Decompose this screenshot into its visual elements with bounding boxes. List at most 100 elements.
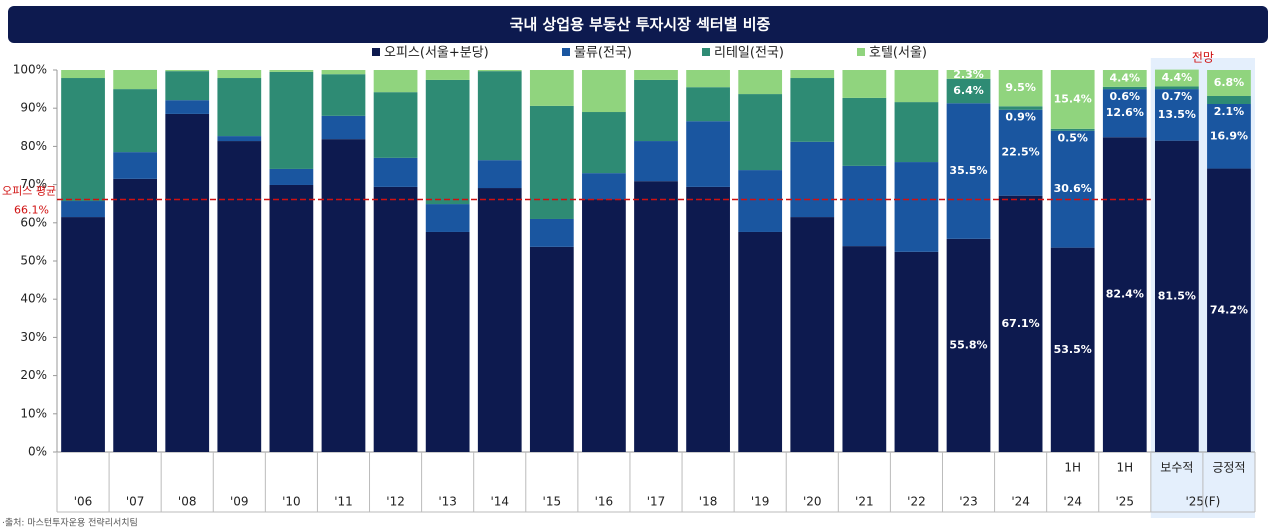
bar-segment <box>998 106 1043 110</box>
bar-segment <box>1050 130 1095 248</box>
bar-segment <box>1207 103 1251 169</box>
bar-segment <box>373 70 418 93</box>
bar-segment <box>165 100 210 114</box>
x-tick-label: '11 <box>334 495 353 509</box>
y-tick-label: 70% <box>20 177 47 191</box>
bar-segment <box>582 173 626 200</box>
bar-segment <box>894 251 939 452</box>
x-tick-label: '20 <box>803 495 822 509</box>
bar-segment <box>790 70 835 79</box>
bar-segment <box>373 92 418 158</box>
value-label: 6.8% <box>1214 76 1245 89</box>
x-tick-label: '22 <box>907 495 926 509</box>
x-tick-label: '15 <box>543 495 562 509</box>
y-tick-label: 100% <box>13 63 47 77</box>
x-tick-label: '12 <box>386 495 405 509</box>
y-tick-label: 20% <box>20 368 47 382</box>
x-period-label: 보수적 <box>1160 461 1193 475</box>
bar-segment <box>686 87 730 122</box>
x-tick-label: '23 <box>959 495 978 509</box>
x-tick-label: '13 <box>438 495 457 509</box>
bar-segment <box>842 70 887 98</box>
bar-segment <box>529 246 574 452</box>
bar-segment <box>477 70 522 72</box>
bar-segment <box>61 217 105 452</box>
bar-segment <box>842 165 887 247</box>
value-label: 6.4% <box>953 84 984 97</box>
y-tick-label: 80% <box>20 139 47 153</box>
bar-segment <box>425 79 470 205</box>
y-tick-label: 0% <box>28 445 47 459</box>
bar-segment <box>894 70 939 103</box>
value-label: 55.8% <box>949 338 987 351</box>
bar-segment <box>1102 70 1147 87</box>
title-banner <box>8 6 1268 43</box>
value-label: 0.7% <box>1162 90 1193 103</box>
x-tick-label: '17 <box>647 495 666 509</box>
x-tick-label: '21 <box>855 495 874 509</box>
bar-segment <box>477 71 522 161</box>
bar-segment <box>946 70 991 79</box>
value-label: 67.1% <box>1002 317 1040 330</box>
x-tick-label: '08 <box>178 495 197 509</box>
y-tick-label: 30% <box>20 330 47 344</box>
value-label: 22.5% <box>1002 146 1040 159</box>
bar-segment <box>894 162 939 252</box>
value-label: 30.6% <box>1054 182 1092 195</box>
legend-label: 리테일(전국) <box>714 46 784 61</box>
bar-segment <box>529 70 574 106</box>
x-period-label: 긍정적 <box>1212 461 1245 475</box>
bar-segment <box>425 231 470 452</box>
value-label: 9.5% <box>1005 81 1036 94</box>
x-tick-label: '09 <box>230 495 249 509</box>
bar-segment <box>1102 86 1147 90</box>
bar-segment <box>634 79 678 142</box>
bar-segment <box>998 109 1043 196</box>
bar-segment <box>61 201 105 218</box>
bar-segment <box>217 136 262 142</box>
legend-swatch <box>857 48 865 56</box>
bar-segment <box>1207 168 1251 452</box>
x-tick-label: '10 <box>282 495 301 509</box>
bar-segment <box>321 74 366 116</box>
y-tick-label: 50% <box>20 254 47 268</box>
bar-segment <box>842 246 887 452</box>
bar-segment <box>373 186 418 452</box>
bar-segment <box>321 139 366 452</box>
bar-segment <box>686 186 730 452</box>
bar-segment <box>946 78 991 104</box>
bar-segment <box>1154 140 1199 453</box>
bar-segment <box>842 97 887 166</box>
y-tick-label: 90% <box>20 101 47 115</box>
value-label: 4.4% <box>1110 71 1141 84</box>
legend-swatch <box>562 48 570 56</box>
bar-segment <box>738 170 783 232</box>
bar-segment <box>113 178 158 452</box>
legend-label: 물류(전국) <box>574 46 632 61</box>
value-label: 0.9% <box>1005 111 1036 124</box>
reference-label: 오피스 평균 <box>2 184 56 197</box>
x-tick-label: '24 <box>1063 495 1082 509</box>
bar-segment <box>217 70 262 79</box>
value-label: 81.5% <box>1158 289 1196 302</box>
y-tick-label: 40% <box>20 292 47 306</box>
bar-segment <box>113 70 158 90</box>
bar-segment <box>634 181 678 453</box>
value-label: 13.5% <box>1158 108 1196 121</box>
bar-segment <box>738 70 783 95</box>
bar-segment <box>790 217 835 452</box>
y-tick-label: 60% <box>20 215 47 229</box>
x-tick-label: '25 <box>1115 495 1134 509</box>
bar-segment <box>269 168 314 185</box>
value-label: 12.6% <box>1106 106 1144 119</box>
legend-label: 호텔(서울) <box>869 46 927 61</box>
x-tick-label: '18 <box>699 495 718 509</box>
value-label: 53.5% <box>1054 343 1092 356</box>
x-tick-label: '14 <box>490 495 509 509</box>
bar-segment <box>582 199 626 452</box>
bar-segment <box>321 115 366 140</box>
bar-segment <box>1050 70 1095 129</box>
x-tick-label: '07 <box>126 495 145 509</box>
bar-segment <box>61 78 105 202</box>
bar-segment <box>946 103 991 239</box>
